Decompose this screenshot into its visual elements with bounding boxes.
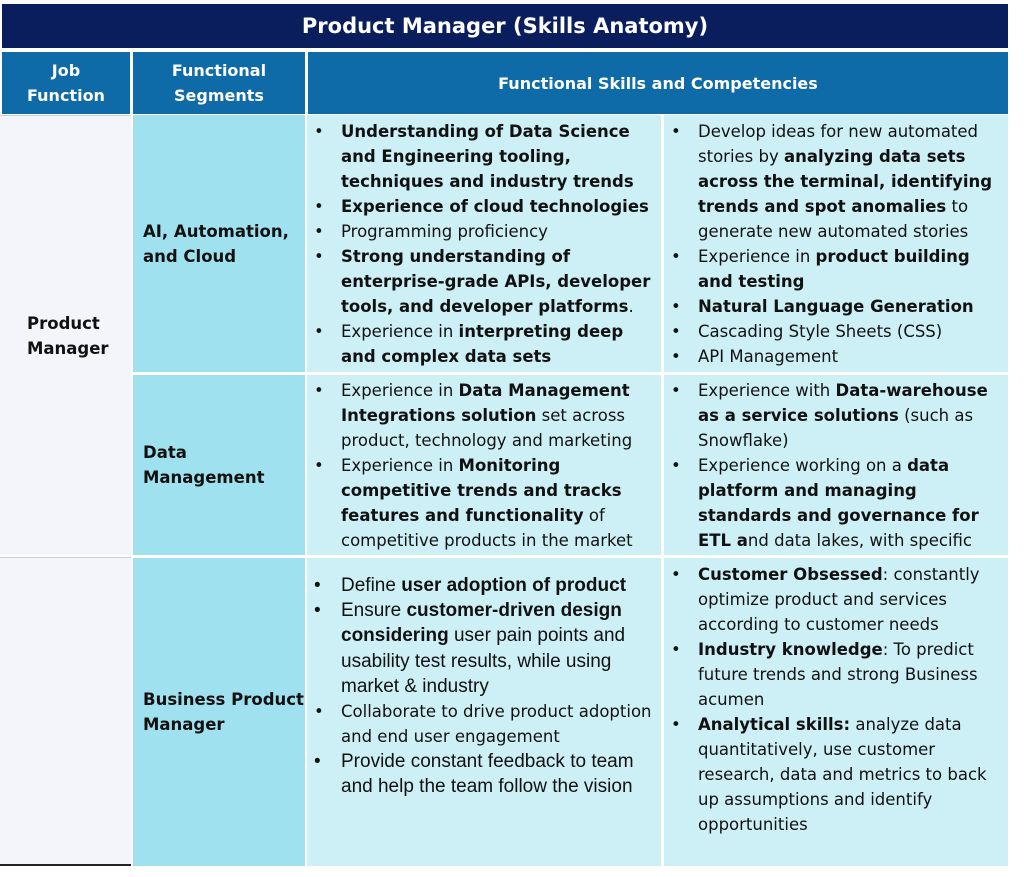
skill-text: Develop ideas for new automated stories … <box>698 122 979 166</box>
skill-item: Experience in Monitoring competitive tre… <box>307 453 661 553</box>
skill-text: Experience in <box>341 381 459 400</box>
segment-bpm-line2: Manager <box>143 715 225 734</box>
skills-ai-left-list: Understanding of Data Science and Engine… <box>307 119 661 369</box>
skill-item: API Management <box>664 344 1008 369</box>
skills-dm-left: Experience in Data Management Integratio… <box>307 375 661 555</box>
skill-item: Customer Obsessed: constantly optimize p… <box>664 562 1008 637</box>
skills-bpm-right-list: Customer Obsessed: constantly optimize p… <box>664 562 1008 837</box>
skills-ai-right-list: Develop ideas for new automated stories … <box>664 119 1008 369</box>
skill-text-bold: Strong understanding of enterprise-grade… <box>341 247 651 316</box>
skill-text-bold: data platform and managing standards and… <box>698 456 979 550</box>
skill-item: Industry knowledge: To predict future tr… <box>664 637 1008 712</box>
skill-text-bold: Experience of cloud technologies <box>341 197 649 216</box>
skill-text: Experience in <box>341 456 459 475</box>
page-title: Product Manager (Skills Anatomy) <box>2 4 1008 48</box>
job-function-line2: Manager <box>27 338 109 358</box>
skill-item: Understanding of Data Science and Engine… <box>307 119 661 194</box>
skill-text: of competitive products in the market <box>341 506 633 550</box>
skill-text: Experience working on a <box>698 456 908 475</box>
segment-dm-line1: Data <box>143 443 187 462</box>
skill-text: user pain points and usability test resu… <box>341 625 626 697</box>
header-job-function: Job Function <box>2 52 130 114</box>
skill-item: Natural Language Generation <box>664 294 1008 319</box>
header-skills: Functional Skills and Competencies <box>308 52 1008 114</box>
skill-text-bold: Monitoring competitive trends and tracks… <box>341 456 622 525</box>
skill-text: Cascading Style Sheets (CSS) <box>698 322 943 341</box>
skill-text: (such as Snowflake) <box>698 406 974 450</box>
skill-text: Ensure <box>341 600 407 622</box>
skill-text-bold: Customer Obsessed <box>698 565 883 584</box>
skill-item: Strong understanding of enterprise-grade… <box>307 244 661 319</box>
skills-dm-right-list: Experience with Data-warehouse as a serv… <box>664 378 1008 555</box>
skill-item: Experience in product building and testi… <box>664 244 1008 294</box>
skills-dm-left-list: Experience in Data Management Integratio… <box>307 378 661 553</box>
header-segments-line2: Segments <box>174 86 264 105</box>
skill-text: . <box>628 297 634 316</box>
skill-text: Collaborate to drive product adoption an… <box>341 702 652 747</box>
skill-text-bold: Analytical skills: <box>698 715 851 734</box>
job-function-product-manager: Product Manager <box>0 115 131 555</box>
job-function-line1: Product <box>27 313 100 333</box>
skill-text: Define <box>341 575 402 596</box>
segment-ai-line2: and Cloud <box>143 246 237 266</box>
skill-text-bold: interpreting deep and complex data sets <box>341 322 624 366</box>
segment-business-product-manager: Business Product Manager <box>133 558 305 866</box>
skill-item: Collaborate to drive product adoption an… <box>307 699 661 749</box>
skill-text-bold: Data Management Integrations solution <box>341 381 630 425</box>
skill-item: Define user adoption of product <box>307 573 661 598</box>
skill-text: : To predict future trends and strong Bu… <box>698 640 978 709</box>
skill-text-bold: Natural Language Generation <box>698 297 974 316</box>
skill-text: Experience with <box>698 381 836 400</box>
segment-dm-line2: Management <box>143 468 265 487</box>
skill-text-bold: product building and testing <box>698 247 970 291</box>
skill-item: Experience working on a data platform an… <box>664 453 1008 555</box>
skill-item: Experience with Data-warehouse as a serv… <box>664 378 1008 453</box>
segment-ai-line1: AI, Automation, <box>143 221 289 241</box>
skill-text: Provide constant feedback to team and he… <box>341 751 634 798</box>
skill-text: to generate new automated stories <box>698 197 969 241</box>
header-job-function-line1: Job <box>51 61 81 80</box>
skill-item: Programming proficiency <box>307 219 661 244</box>
skill-text: Experience in <box>698 247 816 266</box>
skill-text-bold: Industry knowledge <box>698 640 883 659</box>
skills-bpm-left: Define user adoption of productEnsure cu… <box>307 558 661 866</box>
skill-item: Analytical skills: analyze data quantita… <box>664 712 1008 837</box>
skill-text: analyze data quantitatively, use custome… <box>698 715 987 834</box>
skills-bpm-right: Customer Obsessed: constantly optimize p… <box>664 558 1008 866</box>
skill-item: Develop ideas for new automated stories … <box>664 119 1008 244</box>
skill-text: set across product, technology and marke… <box>341 406 633 450</box>
header-functional-segments: Functional Segments <box>133 52 305 114</box>
skill-text-bold: analyzing data sets across the terminal,… <box>698 147 993 216</box>
segment-bpm-line1: Business Product <box>143 690 304 709</box>
skill-item: Experience in interpreting deep and comp… <box>307 319 661 369</box>
skills-ai-right: Develop ideas for new automated stories … <box>664 115 1008 372</box>
skill-item: Ensure customer-driven design considerin… <box>307 598 661 699</box>
skill-text: API Management <box>698 347 839 366</box>
skill-text: Experience in <box>341 322 459 341</box>
skills-bpm-left-list: Define user adoption of productEnsure cu… <box>307 573 661 799</box>
skill-item: Cascading Style Sheets (CSS) <box>664 319 1008 344</box>
header-job-function-line2: Function <box>27 86 105 105</box>
skills-dm-right: Experience with Data-warehouse as a serv… <box>664 375 1008 555</box>
job-function-empty <box>0 557 131 866</box>
skill-text: Programming proficiency <box>341 222 548 241</box>
skill-text-bold: customer-driven design considering <box>341 600 622 647</box>
skill-item: Provide constant feedback to team and he… <box>307 749 661 799</box>
skill-text-bold: Data-warehouse as a service solutions <box>698 381 988 425</box>
skill-text: : constantly optimize product and servic… <box>698 565 980 634</box>
skill-text: nd data lakes, with specific exposure to <box>747 531 973 550</box>
segment-ai-automation-cloud: AI, Automation, and Cloud <box>133 115 305 372</box>
skill-item: Experience of cloud technologies <box>307 194 661 219</box>
skill-text-bold: Understanding of Data Science and Engine… <box>341 122 634 191</box>
skill-text-bold: user adoption of product <box>401 575 627 596</box>
skill-item: Experience in Data Management Integratio… <box>307 378 661 453</box>
header-segments-line1: Functional <box>171 61 267 80</box>
skills-ai-left: Understanding of Data Science and Engine… <box>307 115 661 372</box>
segment-data-management: Data Management <box>133 375 305 555</box>
